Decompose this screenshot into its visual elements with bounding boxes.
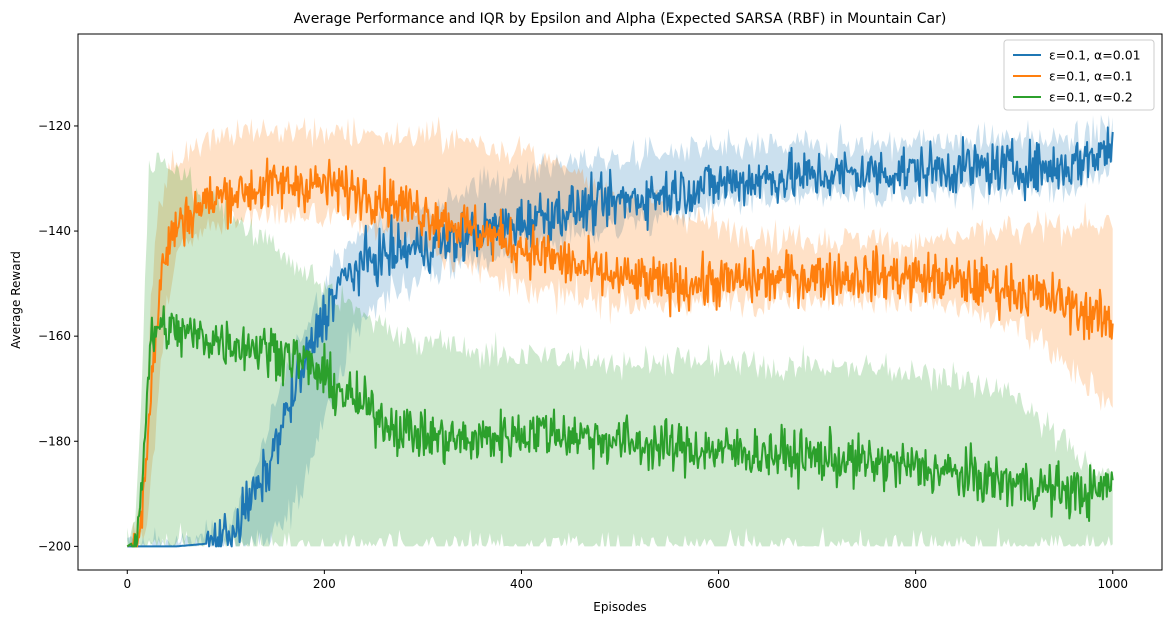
- x-tick-label: 600: [707, 577, 730, 591]
- legend-label-1: ε=0.1, α=0.01: [1049, 48, 1141, 63]
- series-2-mean-line: [126, 157, 1114, 548]
- y-tick-label: −200: [38, 539, 71, 553]
- y-axis-title: Average Reward: [9, 251, 23, 349]
- series-2-iqr-band: [127, 116, 1113, 547]
- y-axis: −200 −180 −160 −140 −120: [38, 119, 78, 553]
- series-3-mean-line: [126, 305, 1114, 548]
- legend-label-2: ε=0.1, α=0.1: [1049, 69, 1133, 84]
- x-tick-label: 400: [510, 577, 533, 591]
- legend: ε=0.1, α=0.01 ε=0.1, α=0.1 ε=0.1, α=0.2: [1003, 39, 1155, 111]
- x-tick-label: 1000: [1097, 577, 1128, 591]
- mean-lines: [126, 126, 1114, 548]
- series-1-mean-line: [127, 126, 1114, 548]
- x-tick-label: 200: [313, 577, 336, 591]
- plot-frame: [77, 33, 1163, 571]
- series-3-iqr-band: [127, 152, 1113, 547]
- x-tick-label: 800: [904, 577, 927, 591]
- y-tick-label: −120: [38, 119, 71, 133]
- plot-area: [126, 114, 1114, 548]
- y-tick-label: −160: [38, 329, 71, 343]
- legend-label-3: ε=0.1, α=0.2: [1049, 90, 1133, 105]
- y-tick-label: −180: [38, 434, 71, 448]
- legend-box: [1003, 39, 1155, 111]
- y-tick-label: −140: [38, 224, 71, 238]
- x-axis-title: Episodes: [593, 600, 646, 614]
- chart-title: Average Performance and IQR by Epsilon a…: [294, 11, 947, 27]
- x-axis: 0 200 400 600 800 1000: [123, 570, 1128, 591]
- x-tick-label: 0: [123, 577, 131, 591]
